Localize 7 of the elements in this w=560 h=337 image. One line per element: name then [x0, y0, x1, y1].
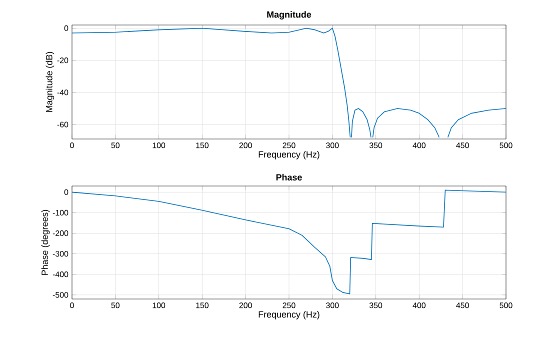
chart-title: Magnitude [267, 11, 312, 20]
x-axis-title: Frequency (Hz) [258, 311, 320, 320]
y-axis-title: Phase (degrees) [41, 210, 50, 275]
x-axis-title: Frequency (Hz) [258, 151, 320, 160]
y-axis-title: Magnitude (dB) [46, 52, 54, 112]
chart-title: Phase [276, 174, 302, 181]
line-series [72, 190, 506, 294]
